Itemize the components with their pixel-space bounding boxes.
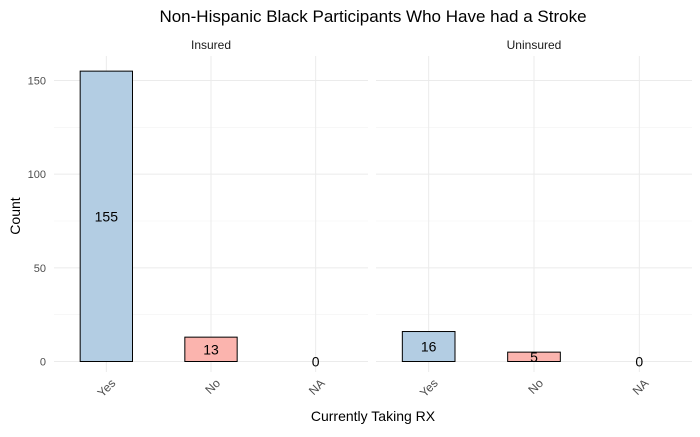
y-tick-label: 50: [34, 263, 46, 275]
data-label-uninsured-yes: 16: [421, 339, 437, 355]
bar-insured-yes: [79, 70, 133, 362]
facet-label-uninsured: Uninsured: [507, 38, 562, 52]
x-tick-label-yes: Yes: [417, 376, 441, 400]
plot-area: Insured 155 Yes 13 No 0 NA Uninsured 16 Yes 5 No 0 NA…: [28, 38, 692, 400]
x-tick-label-no: No: [202, 376, 223, 397]
data-label-insured-no: 13: [203, 341, 219, 357]
bar-insured-no: [184, 336, 238, 362]
y-axis-title: Count: [7, 197, 23, 234]
x-tick-label-na: NA: [306, 376, 328, 398]
x-tick-label-no: No: [525, 376, 546, 397]
y-tick-label: 0: [40, 357, 46, 369]
chart-title: Non-Hispanic Black Participants Who Have…: [159, 7, 586, 26]
y-tick-label: 100: [28, 169, 46, 181]
x-tick-label-yes: Yes: [95, 376, 119, 400]
bar-uninsured-yes: [401, 331, 456, 363]
bar-uninsured-no: [507, 351, 561, 362]
y-tick-label: 150: [28, 76, 46, 88]
data-label-uninsured-na: 0: [635, 354, 643, 370]
data-label-insured-na: 0: [312, 354, 320, 370]
data-label-uninsured-no: 5: [530, 349, 538, 365]
x-axis-title: Currently Taking RX: [311, 408, 436, 424]
data-label-insured-yes: 155: [95, 208, 119, 224]
x-tick-label-na: NA: [630, 376, 652, 398]
facet-label-insured: Insured: [191, 38, 231, 52]
